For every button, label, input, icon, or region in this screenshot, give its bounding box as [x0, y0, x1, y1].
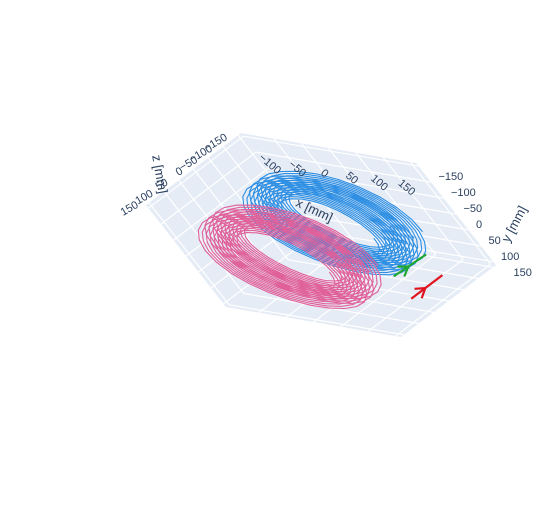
gridline-z: [148, 202, 230, 306]
vector-arrowhead-3: [414, 286, 427, 299]
z-tick-label: 0: [174, 165, 185, 178]
coil-winding-1: [211, 204, 382, 300]
coil-winding-0: [256, 170, 427, 266]
coil-winding-1: [197, 214, 368, 310]
z-axis-title: z [mm]: [149, 154, 171, 195]
vector-line-2: [393, 253, 427, 278]
gridline-y: [255, 151, 432, 183]
y-tick-label: 50: [489, 235, 501, 247]
data-traces: [197, 170, 444, 310]
y-tick-label: −50: [464, 203, 483, 215]
y-tick-label: 150: [514, 267, 532, 279]
y-tick-label: 0: [476, 219, 482, 231]
gridline-y: [243, 135, 419, 167]
gridline-z: [228, 304, 405, 336]
y-tick-label: 100: [501, 251, 519, 263]
y-axis-title: y [mm]: [498, 203, 530, 244]
z-tick-label: 50: [154, 177, 171, 194]
y-tick-label: −150: [439, 171, 464, 183]
y-tick-label: −100: [451, 187, 476, 199]
vector-arrowhead-2: [397, 265, 410, 277]
